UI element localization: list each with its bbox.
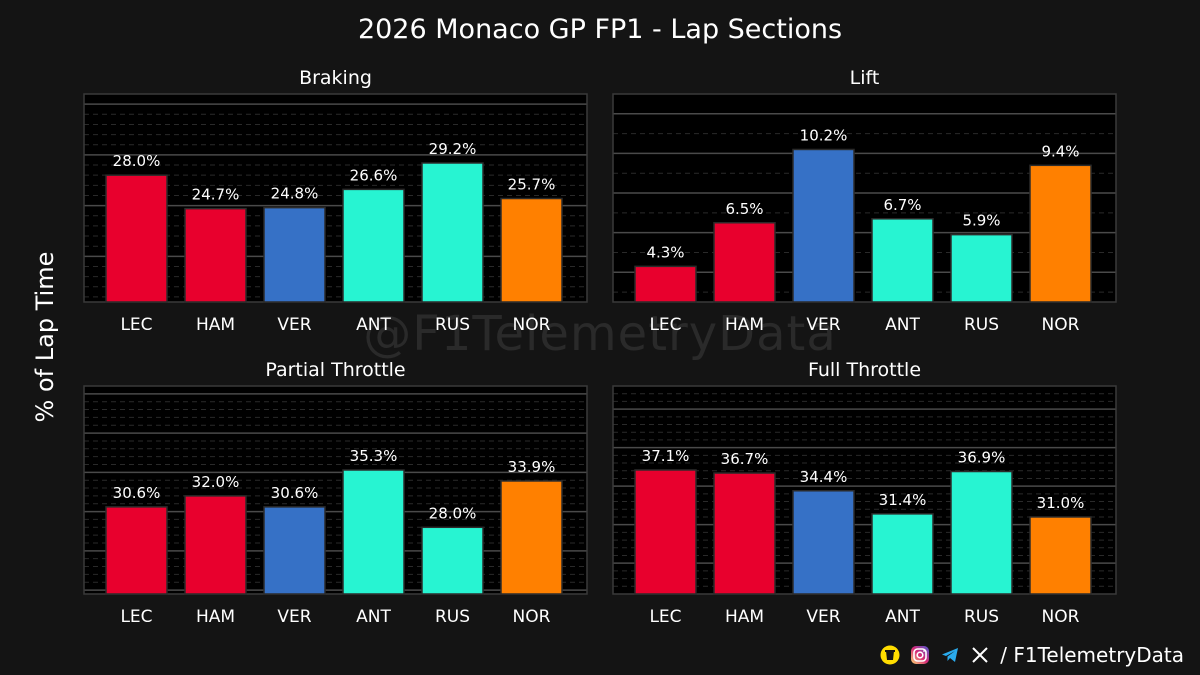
bar-ver xyxy=(792,490,855,595)
bar-ham xyxy=(713,472,776,595)
x-tick-ham: HAM xyxy=(196,607,235,627)
x-tick-lec: LEC xyxy=(120,315,152,335)
bar-label-ant: 35.3% xyxy=(350,447,398,465)
bar-rus xyxy=(950,470,1013,595)
x-tick-ham: HAM xyxy=(196,315,235,335)
bar-label-nor: 33.9% xyxy=(508,458,556,476)
x-tick-rus: RUS xyxy=(964,315,999,335)
x-tick-ver: VER xyxy=(806,607,840,627)
panel-title: Lift xyxy=(850,67,880,89)
plot-border xyxy=(83,93,588,303)
x-tick-ant: ANT xyxy=(885,607,920,627)
bar-lec xyxy=(105,506,168,595)
bar-rus xyxy=(950,233,1013,303)
x-logo-icon[interactable] xyxy=(970,645,990,665)
bar-label-ver: 24.8% xyxy=(271,185,319,203)
bar-ver xyxy=(792,148,855,303)
bar-label-ham: 36.7% xyxy=(721,450,769,468)
bar-label-lec: 28.0% xyxy=(113,152,161,170)
bar-label-lec: 30.6% xyxy=(113,484,161,502)
bar-nor xyxy=(500,480,563,595)
panel-full-throttle: Full Throttle 37.1% LEC 36.7% HAM 34.4% VER 31.… xyxy=(612,359,1117,627)
bar-ant xyxy=(871,218,934,303)
bar-label-ham: 6.5% xyxy=(725,200,763,218)
coffee-cup-icon[interactable] xyxy=(880,645,900,665)
bar-label-rus: 29.2% xyxy=(429,140,477,158)
bar-lec xyxy=(634,469,697,595)
bar-ant xyxy=(342,188,405,303)
bar-label-ver: 30.6% xyxy=(271,484,319,502)
plot-border xyxy=(612,385,1117,595)
bar-nor xyxy=(1029,164,1092,303)
x-tick-ver: VER xyxy=(806,315,840,335)
x-tick-ham: HAM xyxy=(725,315,764,335)
instagram-icon[interactable] xyxy=(910,645,930,665)
bar-rus xyxy=(421,526,484,595)
bar-ant xyxy=(871,513,934,595)
panel-title: Full Throttle xyxy=(808,359,921,381)
bar-lec xyxy=(105,174,168,303)
x-tick-ant: ANT xyxy=(885,315,920,335)
bar-label-lec: 37.1% xyxy=(642,447,690,465)
chart-title: 2026 Monaco GP FP1 - Lap Sections xyxy=(357,14,843,45)
panel-partial-throttle: Partial Throttle 30.6% LEC 32.0% HAM 30.6% VER… xyxy=(83,359,588,627)
plot-border xyxy=(83,385,588,595)
x-tick-nor: NOR xyxy=(513,607,551,627)
panel-lift: Lift 4.3% LEC 6.5% HAM 10.2% VER 6.7% ANT 5.9% RUS… xyxy=(612,67,1117,335)
bar-label-nor: 9.4% xyxy=(1041,142,1079,160)
bar-ant xyxy=(342,469,405,595)
bar-ham xyxy=(184,207,247,303)
bar-label-rus: 5.9% xyxy=(962,212,1000,230)
bar-label-ant: 26.6% xyxy=(350,166,398,184)
x-tick-rus: RUS xyxy=(435,607,470,627)
panel-title: Braking xyxy=(299,67,372,89)
x-tick-ham: HAM xyxy=(725,607,764,627)
telegram-icon[interactable] xyxy=(940,645,960,665)
x-tick-ver: VER xyxy=(277,607,311,627)
bar-ham xyxy=(713,222,776,303)
bar-label-rus: 28.0% xyxy=(429,504,477,522)
x-tick-nor: NOR xyxy=(513,315,551,335)
x-tick-nor: NOR xyxy=(1042,607,1080,627)
bar-ver xyxy=(263,206,326,303)
x-tick-nor: NOR xyxy=(1042,315,1080,335)
panel-title: Partial Throttle xyxy=(265,359,405,381)
x-tick-rus: RUS xyxy=(435,315,470,335)
bar-label-ham: 24.7% xyxy=(192,186,240,204)
bar-ham xyxy=(184,495,247,595)
watermark: @F1TelemetryData xyxy=(363,306,837,362)
plot-border xyxy=(612,93,1117,303)
x-tick-lec: LEC xyxy=(649,315,681,335)
bar-label-rus: 36.9% xyxy=(958,449,1006,467)
bar-label-lec: 4.3% xyxy=(646,243,684,261)
bar-lec xyxy=(634,265,697,303)
bar-label-nor: 31.0% xyxy=(1037,494,1085,512)
social-footer: / F1TelemetryData xyxy=(880,643,1184,667)
x-tick-ant: ANT xyxy=(356,315,391,335)
bar-nor xyxy=(1029,516,1092,595)
panel-braking: Braking 28.0% LEC 24.7% HAM 24.8% VER 26.6% ANT 2… xyxy=(83,67,588,335)
x-tick-rus: RUS xyxy=(964,607,999,627)
x-tick-lec: LEC xyxy=(649,607,681,627)
x-tick-ver: VER xyxy=(277,315,311,335)
bar-label-ver: 10.2% xyxy=(800,126,848,144)
x-tick-ant: ANT xyxy=(356,607,391,627)
social-handle[interactable]: / F1TelemetryData xyxy=(1000,643,1184,667)
bar-label-nor: 25.7% xyxy=(508,176,556,194)
bar-label-ant: 31.4% xyxy=(879,491,927,509)
bar-ver xyxy=(263,506,326,595)
x-tick-lec: LEC xyxy=(120,607,152,627)
bar-nor xyxy=(500,197,563,303)
bar-rus xyxy=(421,162,484,303)
bar-label-ham: 32.0% xyxy=(192,473,240,491)
bar-label-ant: 6.7% xyxy=(883,196,921,214)
bar-label-ver: 34.4% xyxy=(800,468,848,486)
